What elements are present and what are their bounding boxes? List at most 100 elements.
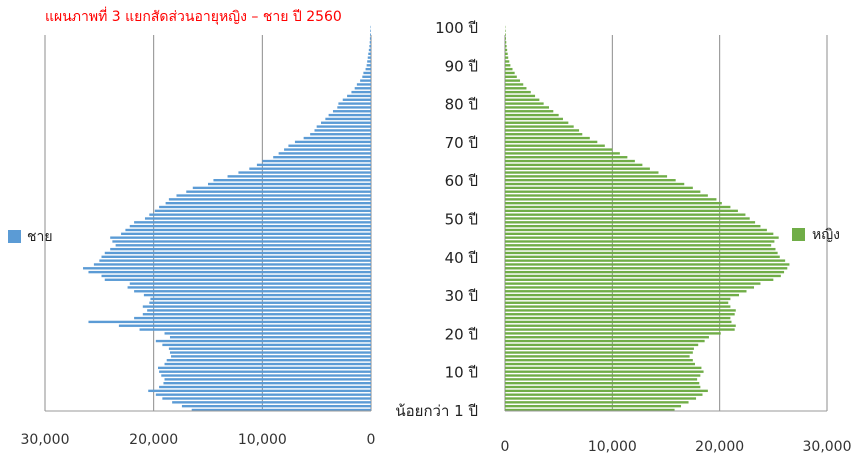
female-bar xyxy=(505,171,659,174)
female-bar xyxy=(505,297,731,301)
male-bar xyxy=(101,255,372,258)
male-bar xyxy=(164,332,371,335)
male-bar xyxy=(213,179,371,182)
female-bar xyxy=(505,293,739,297)
male-tick-label: 0 xyxy=(367,432,376,448)
female-bar xyxy=(505,270,785,274)
female-bar xyxy=(505,278,774,281)
female-bar xyxy=(505,182,685,186)
male-bar xyxy=(369,41,371,44)
female-bar xyxy=(505,67,513,71)
male-bar xyxy=(121,232,371,236)
male-bar xyxy=(149,301,371,304)
male-bar xyxy=(367,56,371,59)
female-bar xyxy=(505,29,506,33)
female-bar xyxy=(505,163,643,167)
male-bar xyxy=(125,228,371,232)
female-bar xyxy=(505,351,693,354)
male-bar xyxy=(143,293,371,297)
male-bar xyxy=(129,282,371,285)
male-bar xyxy=(227,175,371,178)
female-bar xyxy=(505,201,722,205)
male-bar xyxy=(83,267,372,270)
female-bar xyxy=(505,397,697,400)
male-bar xyxy=(162,397,371,400)
male-bar xyxy=(208,182,371,186)
female-bar xyxy=(505,309,736,312)
male-bar xyxy=(112,240,371,243)
female-bar xyxy=(505,167,650,170)
male-bar xyxy=(332,110,371,113)
male-bar xyxy=(159,370,371,373)
male-bar xyxy=(155,339,371,343)
female-legend-label: หญิง xyxy=(812,227,840,243)
female-bar xyxy=(505,56,509,59)
age-axis-labels: น้อยกว่า 1 ปี 10 ปี 20 ปี 30 ปี 40 ปี 50 ปี 60… xyxy=(395,19,478,420)
male-bar xyxy=(337,106,371,109)
female-bar xyxy=(505,117,563,121)
female-bar xyxy=(505,263,790,266)
male-bar xyxy=(155,393,371,396)
male-bar xyxy=(365,67,371,71)
female-bar xyxy=(505,362,695,366)
female-bar xyxy=(505,190,701,193)
female-bar xyxy=(505,305,731,308)
female-bar xyxy=(505,44,507,48)
male-bar xyxy=(367,60,371,63)
male-bar xyxy=(172,401,371,404)
male-bar xyxy=(273,156,371,159)
female-bar xyxy=(505,343,699,347)
male-bar xyxy=(192,186,371,190)
female-bar xyxy=(505,251,778,255)
female-bar xyxy=(505,125,574,128)
female-bar xyxy=(505,186,693,190)
female-bar xyxy=(505,259,786,262)
female-bar xyxy=(505,232,774,236)
male-bar xyxy=(169,336,371,339)
male-bar xyxy=(238,171,371,174)
age-label: 90 ปี xyxy=(445,57,478,75)
female-bar xyxy=(505,389,708,393)
male-bar xyxy=(321,121,371,124)
female-bar xyxy=(505,98,540,101)
female-bar xyxy=(505,339,705,343)
female-bar xyxy=(505,90,531,94)
male-bar xyxy=(303,136,371,140)
male-bar xyxy=(325,117,371,121)
female-bar xyxy=(505,224,761,228)
female-bar xyxy=(505,148,613,151)
male-bar xyxy=(142,313,371,316)
male-bar xyxy=(369,37,371,40)
male-bar xyxy=(139,328,371,331)
female-bar xyxy=(505,121,569,124)
age-label: น้อยกว่า 1 ปี xyxy=(395,402,478,420)
female-bar xyxy=(505,382,700,385)
male-bar xyxy=(181,404,371,408)
age-label: 20 ปี xyxy=(445,325,478,343)
female-legend-swatch xyxy=(792,228,805,241)
male-tick-label: 30,000 xyxy=(21,432,70,448)
male-bar xyxy=(328,113,371,117)
female-bar xyxy=(505,37,506,40)
female-bar xyxy=(505,64,511,67)
female-bar xyxy=(505,60,510,63)
female-bar xyxy=(505,221,756,224)
male-bar xyxy=(88,320,371,324)
male-bar xyxy=(363,71,371,75)
age-label: 50 ปี xyxy=(445,211,478,229)
male-bar xyxy=(342,98,371,101)
male-axis-tick-labels: 30,000 20,000 10,000 0 xyxy=(21,432,376,448)
male-bar xyxy=(314,129,371,132)
female-tick-label: 0 xyxy=(501,439,510,454)
male-bar xyxy=(147,309,371,312)
age-label: 70 ปี xyxy=(445,134,478,152)
male-bar xyxy=(158,366,371,370)
male-bar xyxy=(127,286,371,289)
male-bar xyxy=(165,201,371,205)
male-bar xyxy=(162,343,371,347)
female-bar xyxy=(505,286,755,289)
female-bar xyxy=(505,156,628,159)
female-bar xyxy=(505,94,536,98)
female-bar xyxy=(505,404,682,408)
female-bar xyxy=(505,313,735,316)
